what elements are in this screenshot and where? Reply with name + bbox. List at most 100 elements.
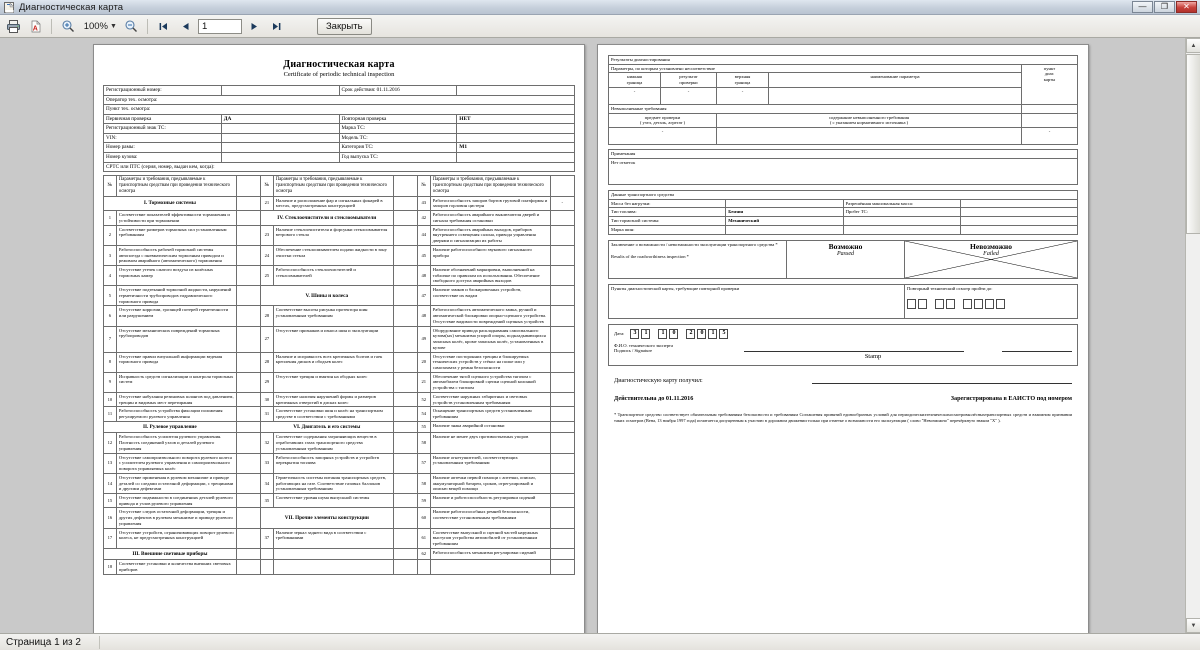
item-mark[interactable] (392, 472, 418, 494)
item-mark[interactable]: - (549, 195, 576, 212)
item-mark[interactable] (549, 264, 576, 287)
recheck-points-cell[interactable]: Пункты диагностической карты, требующие … (608, 283, 905, 319)
recheck-box-2[interactable] (918, 298, 927, 309)
date-digit-box[interactable]: 1 (708, 328, 718, 339)
item-mark[interactable] (235, 432, 261, 454)
date-digit-box[interactable]: 3 (630, 328, 640, 339)
item-mark[interactable] (235, 351, 261, 373)
item-mark[interactable] (392, 224, 418, 246)
minimize-button[interactable]: — (1132, 1, 1153, 13)
item-mark[interactable] (235, 210, 261, 226)
header-label: Регистрационный знак ТС: (103, 123, 222, 134)
recheck-box-8[interactable] (996, 298, 1005, 309)
item-mark[interactable] (235, 224, 261, 246)
item-mark[interactable] (235, 285, 261, 307)
item-mark[interactable] (549, 420, 576, 434)
verdict-failed-cell[interactable]: Невозможно Failed (904, 239, 1078, 279)
item-mark[interactable] (392, 325, 418, 353)
item-mark[interactable] (549, 527, 576, 549)
item-mark[interactable] (392, 391, 418, 408)
item-mark[interactable] (392, 406, 418, 422)
date-digit-box[interactable]: 0 (697, 328, 707, 339)
item-mark[interactable] (235, 264, 261, 287)
title-bar: Диагностическая карта — ❐ ✕ (0, 0, 1200, 15)
recheck-box-7[interactable] (985, 298, 994, 309)
zoom-out-icon[interactable] (122, 17, 141, 36)
last-page-icon[interactable] (267, 17, 286, 36)
item-mark[interactable] (392, 305, 418, 327)
item-mark[interactable] (549, 325, 576, 353)
item-mark[interactable] (392, 492, 418, 509)
print-icon[interactable] (4, 17, 23, 36)
item-mark[interactable] (392, 264, 418, 287)
recheck-box-4[interactable] (946, 298, 955, 309)
recheck-box-1[interactable] (907, 298, 916, 309)
item-mark[interactable] (549, 244, 576, 266)
zoom-level-control[interactable]: 100% ▼ (80, 21, 119, 32)
item-mark[interactable] (235, 406, 261, 422)
verdict-passed-cell[interactable]: Возможно Passed (786, 239, 905, 279)
item-mark[interactable] (235, 371, 261, 393)
item-mark[interactable] (549, 452, 576, 474)
item-mark[interactable] (235, 325, 261, 353)
date-digit-box[interactable]: 1 (641, 328, 651, 339)
item-mark[interactable] (549, 492, 576, 509)
item-mark[interactable] (392, 351, 418, 373)
item-mark[interactable] (392, 452, 418, 474)
recheck-date-boxes[interactable] (907, 298, 1075, 309)
item-mark[interactable] (235, 492, 261, 509)
close-document-button[interactable]: Закрыть (316, 17, 372, 35)
item-mark[interactable] (235, 472, 261, 494)
item-mark[interactable] (549, 507, 576, 529)
item-mark[interactable] (392, 432, 418, 454)
item-mark[interactable] (549, 406, 576, 422)
zoom-in-icon[interactable] (58, 17, 77, 36)
close-button[interactable]: ✕ (1176, 1, 1197, 13)
date-digit-box[interactable]: 0 (669, 328, 679, 339)
item-mark[interactable] (549, 432, 576, 454)
page-number-input[interactable]: 1 (197, 18, 242, 34)
date-digit-box[interactable]: 2 (686, 328, 696, 339)
recheck-box-5[interactable] (963, 298, 972, 309)
item-mark[interactable] (549, 547, 576, 561)
item-mark[interactable] (549, 391, 576, 408)
item-mark[interactable] (549, 224, 576, 246)
received-signature-line[interactable] (812, 376, 1072, 384)
date-digit-box[interactable]: 5 (719, 328, 729, 339)
item-mark[interactable] (235, 507, 261, 529)
extra-signature-line[interactable] (1002, 343, 1072, 352)
item-mark[interactable] (549, 285, 576, 307)
next-page-icon[interactable] (245, 17, 264, 36)
first-page-icon[interactable] (154, 17, 173, 36)
item-mark[interactable] (549, 371, 576, 393)
item-mark[interactable] (392, 244, 418, 266)
item-mark[interactable] (235, 527, 261, 549)
item-mark[interactable] (549, 210, 576, 226)
maximize-button[interactable]: ❐ (1154, 1, 1175, 13)
recheck-box-6[interactable] (974, 298, 983, 309)
prev-page-icon[interactable] (176, 17, 195, 36)
scroll-up-arrow[interactable]: ▲ (1186, 38, 1200, 53)
scroll-down-arrow[interactable]: ▼ (1186, 618, 1200, 633)
item-mark[interactable] (549, 305, 576, 327)
vertical-scrollbar[interactable]: ▲ ▼ (1185, 38, 1200, 633)
item-mark[interactable] (392, 371, 418, 393)
item-mark[interactable] (392, 527, 418, 549)
document-viewer[interactable]: Диагностическая карта Certificate of per… (0, 38, 1200, 633)
chevron-down-icon[interactable]: ▼ (110, 22, 117, 30)
date-digit-box[interactable]: 1 (658, 328, 668, 339)
item-mark[interactable] (549, 351, 576, 373)
scroll-thumb[interactable] (1186, 54, 1200, 234)
recheck-date-boxes-cell[interactable] (904, 297, 1078, 319)
item-mark[interactable] (235, 305, 261, 327)
item-mark[interactable] (235, 244, 261, 266)
signature-line[interactable] (744, 343, 964, 352)
item-mark[interactable] (392, 195, 418, 212)
recheck-box-3[interactable] (935, 298, 944, 309)
item-mark[interactable] (235, 452, 261, 474)
item-mark[interactable] (235, 559, 261, 575)
pdf-export-icon[interactable]: A (26, 17, 45, 36)
item-mark[interactable] (549, 472, 576, 494)
item-mark[interactable] (235, 391, 261, 408)
